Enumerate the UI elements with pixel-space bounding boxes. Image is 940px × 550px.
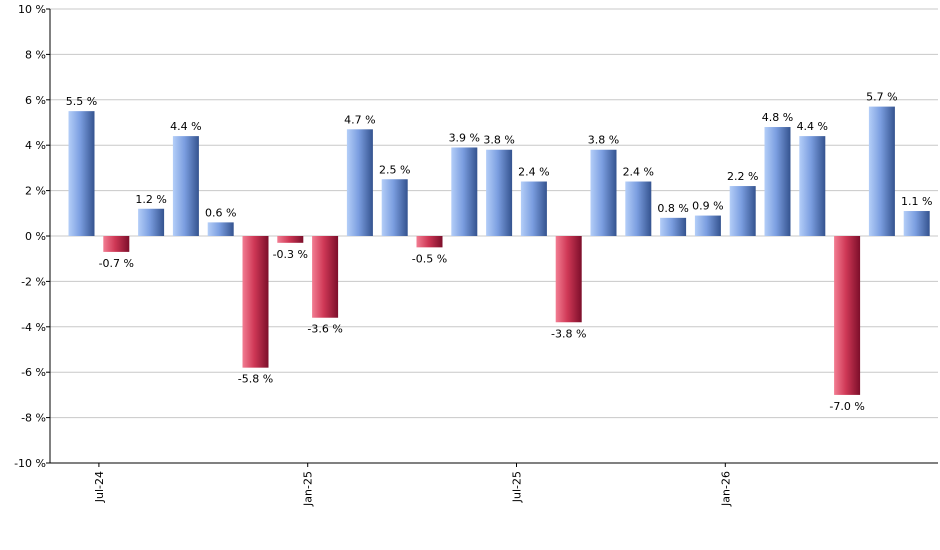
- bar-value-label: 2.4 %: [623, 166, 654, 179]
- bar: [660, 217, 687, 236]
- bar: [242, 236, 269, 368]
- bar: [312, 236, 339, 318]
- bar: [764, 127, 791, 236]
- bar-value-label: -0.5 %: [412, 252, 447, 265]
- bar-value-label: -0.7 %: [99, 257, 134, 270]
- bars: [68, 106, 930, 395]
- bar: [799, 136, 826, 236]
- bar: [903, 211, 930, 236]
- x-tick-label: Jul-25: [511, 471, 524, 503]
- bar: [555, 236, 582, 323]
- bar-value-label: 2.5 %: [379, 163, 410, 176]
- bar-value-label: 4.4 %: [797, 120, 828, 133]
- bar-value-label: 2.4 %: [518, 166, 549, 179]
- bar: [486, 149, 513, 236]
- bar-value-label: 3.8 %: [483, 134, 514, 147]
- bar: [207, 222, 234, 236]
- bar-value-label: 5.5 %: [66, 95, 97, 108]
- bar-value-label: -5.8 %: [238, 373, 273, 386]
- bar-value-label: 1.2 %: [135, 193, 166, 206]
- y-tick-label: -8 %: [21, 412, 46, 425]
- bar-value-label: -7.0 %: [829, 400, 864, 413]
- y-tick-label: 8 %: [25, 48, 46, 61]
- data-labels: 5.5 % -0.7 % 1.2 % 4.4 % 0.6 % -5.8 % -0.3 % -3…: [66, 91, 933, 413]
- bar-value-label: 3.9 %: [449, 131, 480, 144]
- bar-value-label: 5.7 %: [866, 91, 897, 104]
- bar: [68, 111, 95, 236]
- bar-value-label: 4.8 %: [762, 111, 793, 124]
- bar: [346, 129, 373, 236]
- x-axis-ticks: Jul-24 Jan-25 Jul-25 Jan-26: [93, 463, 732, 507]
- y-tick-label: -10 %: [14, 457, 46, 470]
- bar-value-label: 0.9 %: [692, 200, 723, 213]
- bar: [416, 236, 443, 248]
- bar: [172, 136, 199, 236]
- bar-value-label: -3.6 %: [307, 323, 342, 336]
- bar: [520, 181, 547, 236]
- y-tick-label: 6 %: [25, 94, 46, 107]
- bar: [694, 215, 721, 236]
- y-tick-label: 0 %: [25, 230, 46, 243]
- bar: [381, 179, 408, 236]
- x-tick-label: Jan-26: [719, 471, 732, 507]
- bar: [868, 106, 895, 236]
- y-tick-label: 10 %: [18, 3, 46, 16]
- y-axis-ticks: 10 % 8 % 6 % 4 % 2 % 0 % -2 % -4 % -6 % -8 % -10 %: [14, 3, 50, 470]
- bar: [451, 147, 478, 236]
- axes: [49, 9, 938, 464]
- x-tick-label: Jan-25: [302, 471, 315, 507]
- bar-value-label: -0.3 %: [273, 248, 308, 261]
- bar: [138, 208, 165, 236]
- bar-value-label: 0.8 %: [657, 202, 688, 215]
- bar: [103, 236, 130, 252]
- y-tick-label: -2 %: [21, 275, 46, 288]
- y-tick-label: -6 %: [21, 366, 46, 379]
- bar-value-label: 4.7 %: [344, 113, 375, 126]
- bar-value-label: 4.4 %: [170, 120, 201, 133]
- bar: [590, 149, 617, 236]
- y-tick-label: 2 %: [25, 185, 46, 198]
- bar: [834, 236, 861, 395]
- bar-value-label: 2.2 %: [727, 170, 758, 183]
- bar: [625, 181, 652, 236]
- bar-value-label: 1.1 %: [901, 195, 932, 208]
- bar-value-label: 3.8 %: [588, 134, 619, 147]
- bar: [277, 236, 304, 243]
- y-tick-label: -4 %: [21, 321, 46, 334]
- x-tick-label: Jul-24: [93, 471, 106, 503]
- bar-value-label: 0.6 %: [205, 206, 236, 219]
- bar: [729, 186, 756, 236]
- y-tick-label: 4 %: [25, 139, 46, 152]
- bar-value-label: -3.8 %: [551, 327, 586, 340]
